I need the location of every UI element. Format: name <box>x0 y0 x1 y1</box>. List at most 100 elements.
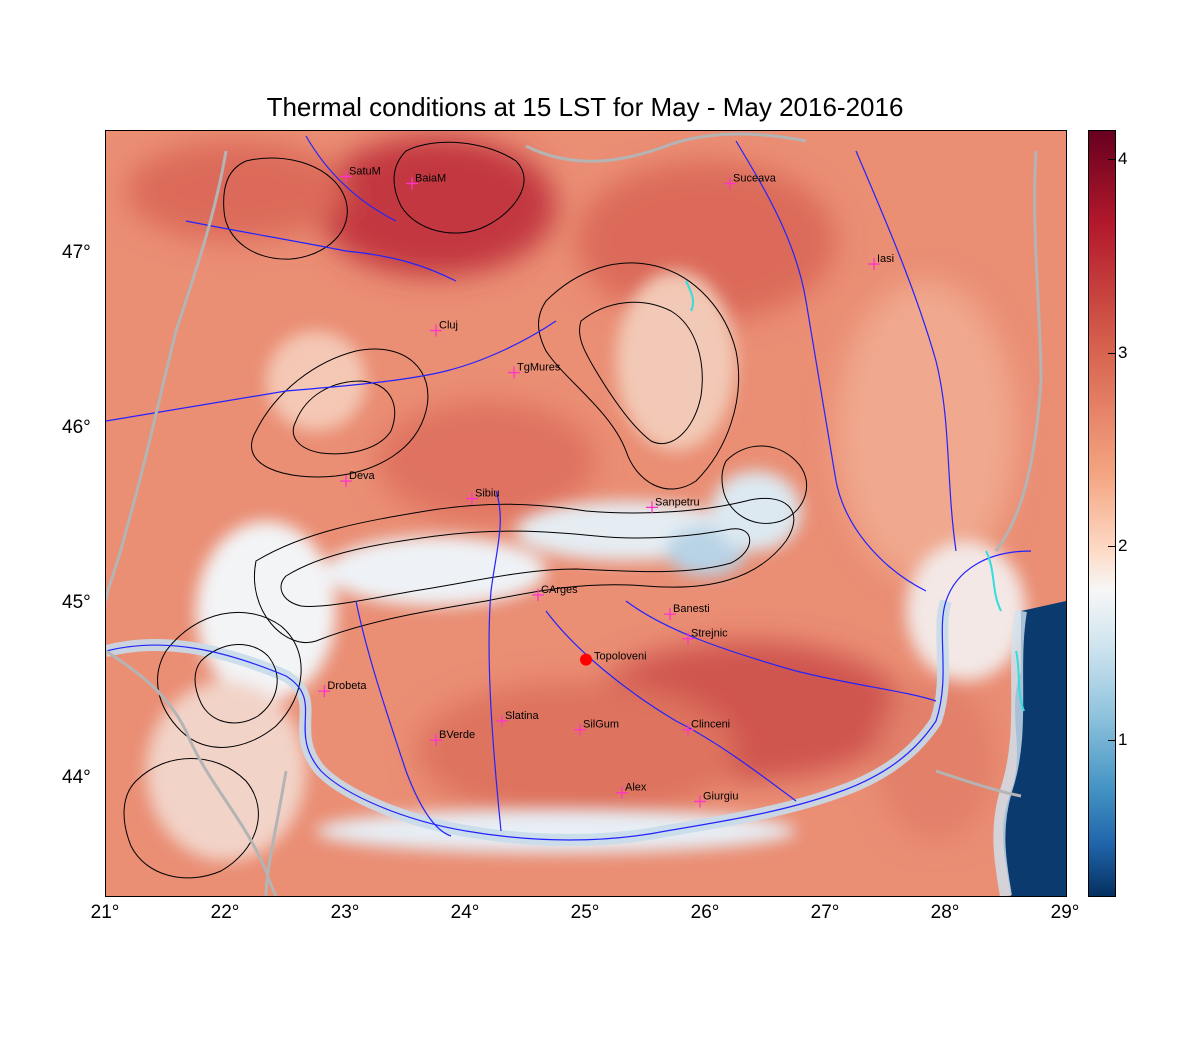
city-label: SatuM <box>349 166 381 178</box>
city-label: Clinceni <box>691 719 730 731</box>
map-title: Thermal conditions at 15 LST for May - M… <box>266 92 904 122</box>
colorbar-tick-mark <box>1108 740 1115 742</box>
city-label: Drobeta <box>327 680 367 692</box>
city-carges: CArges <box>532 584 578 601</box>
hot-zone-east <box>836 281 1016 581</box>
contour-apuseni-inner <box>292 380 396 455</box>
black-sea <box>1003 601 1066 896</box>
city-drobeta: Drobeta <box>318 680 367 698</box>
contour-maramures <box>393 141 525 234</box>
river-arges <box>545 610 797 802</box>
map-canvas: SatuM BaiaM Suceava Iasi Cluj TgMures Deva Sibi… <box>106 131 1066 896</box>
thermal-hot-zones <box>126 136 1016 841</box>
city-clinceni: Clinceni <box>682 719 730 736</box>
river-siret <box>735 140 927 592</box>
contour-eastern-carpathians-inner <box>579 301 703 445</box>
x-tick-label: 29° <box>1050 902 1080 923</box>
city-label: SilGum <box>583 719 619 731</box>
city-tgmures: TgMures <box>508 362 561 379</box>
city-iasi: Iasi <box>868 253 894 271</box>
contour-west-hills <box>223 157 348 260</box>
y-tick-label: 47° <box>62 241 91 263</box>
city-banesti: Banesti <box>664 603 710 621</box>
colorbar-tick-mark <box>1108 546 1115 548</box>
contour-southern-carpathians <box>254 497 795 643</box>
colorbar-tick-mark <box>1108 352 1115 354</box>
city-label: Slatina <box>505 710 540 722</box>
city-label: BaiaM <box>415 173 446 185</box>
city-label: Sanpetru <box>655 496 700 508</box>
y-tick-label: 46° <box>62 416 91 438</box>
city-label: Cluj <box>439 320 458 332</box>
city-sibiu: Sibiu <box>466 488 499 505</box>
thermal-map: SatuM BaiaM Suceava Iasi Cluj TgMures Deva Sibi… <box>105 130 1067 897</box>
border-serbia <box>106 649 278 896</box>
city-bverde: BVerde <box>430 729 475 747</box>
city-cluj: Cluj <box>430 320 458 337</box>
hot-zone-maramures <box>316 136 556 276</box>
city-baiam: BaiaM <box>406 173 446 190</box>
city-label: Suceava <box>733 173 777 185</box>
y-tick-label: 44° <box>62 766 91 788</box>
thermal-cool-zones <box>146 271 1026 861</box>
river-ialomita <box>625 600 937 702</box>
contour-southwest <box>123 758 259 879</box>
topoloveni-marker-group: Topoloveni <box>580 651 647 666</box>
topoloveni-label: Topoloveni <box>594 651 647 663</box>
hot-zone-south-plain <box>416 681 736 821</box>
city-label: BVerde <box>439 729 475 741</box>
river-jiu <box>355 600 452 837</box>
contour-apuseni <box>251 348 429 478</box>
city-sanpetru: Sanpetru <box>646 496 700 514</box>
border-ukraine <box>525 132 807 163</box>
x-tick-label: 21° <box>90 902 120 923</box>
cool-zone-southwest <box>146 681 306 861</box>
city-giurgiu: Giurgiu <box>694 790 738 808</box>
river-mures <box>106 320 557 422</box>
topoloveni-marker <box>580 653 592 666</box>
contour-vrancea <box>721 445 808 524</box>
colorbar-tick-label: 3 <box>1118 342 1128 362</box>
city-label: Sibiu <box>475 488 499 500</box>
city-strejnic: Strejnic <box>682 628 728 645</box>
colorbar-tick-label: 4 <box>1118 149 1128 169</box>
rivers <box>106 135 1032 841</box>
hot-zone-north <box>126 141 346 241</box>
x-tick-label: 27° <box>810 902 840 923</box>
city-label: Strejnic <box>691 628 728 640</box>
x-tick-label: 28° <box>930 902 960 923</box>
border-west <box>106 150 228 602</box>
contour-eastern-carpathians <box>538 262 740 490</box>
lakes <box>685 280 1025 712</box>
city-satum: SatuM <box>340 166 381 183</box>
x-tick-label: 22° <box>210 902 240 923</box>
city-label: Iasi <box>877 253 894 265</box>
colorbar-tick-mark <box>1108 159 1115 161</box>
cool-zone-buzau <box>711 471 801 551</box>
lake-bicaz <box>685 280 695 312</box>
lake-coastal <box>1015 650 1025 712</box>
borders <box>106 132 1043 896</box>
x-tick-label: 24° <box>450 902 480 923</box>
city-markers: SatuM BaiaM Suceava Iasi Cluj TgMures Deva Sibi… <box>318 166 894 808</box>
river-prut <box>855 150 957 552</box>
river-somes <box>185 220 457 282</box>
city-suceava: Suceava <box>724 173 777 190</box>
cool-zone-delta <box>906 541 1026 681</box>
city-silgum: SilGum <box>574 719 619 736</box>
cool-zone-eastern-carpathians <box>616 271 736 451</box>
city-label: Banesti <box>673 603 710 615</box>
lake-razim <box>985 550 1002 612</box>
city-alex: Alex <box>616 782 647 799</box>
city-deva: Deva <box>340 470 376 488</box>
colorbar <box>1088 130 1116 897</box>
border-moldova <box>994 150 1043 552</box>
x-tick-label: 25° <box>570 902 600 923</box>
x-tick-label: 26° <box>690 902 720 923</box>
contour-banat-inner <box>194 644 278 724</box>
river-olt <box>488 490 502 832</box>
city-label: Deva <box>349 470 376 482</box>
colorbar-tick-label: 1 <box>1118 730 1128 750</box>
elevation-contours <box>123 141 808 879</box>
city-label: Alex <box>625 782 647 794</box>
